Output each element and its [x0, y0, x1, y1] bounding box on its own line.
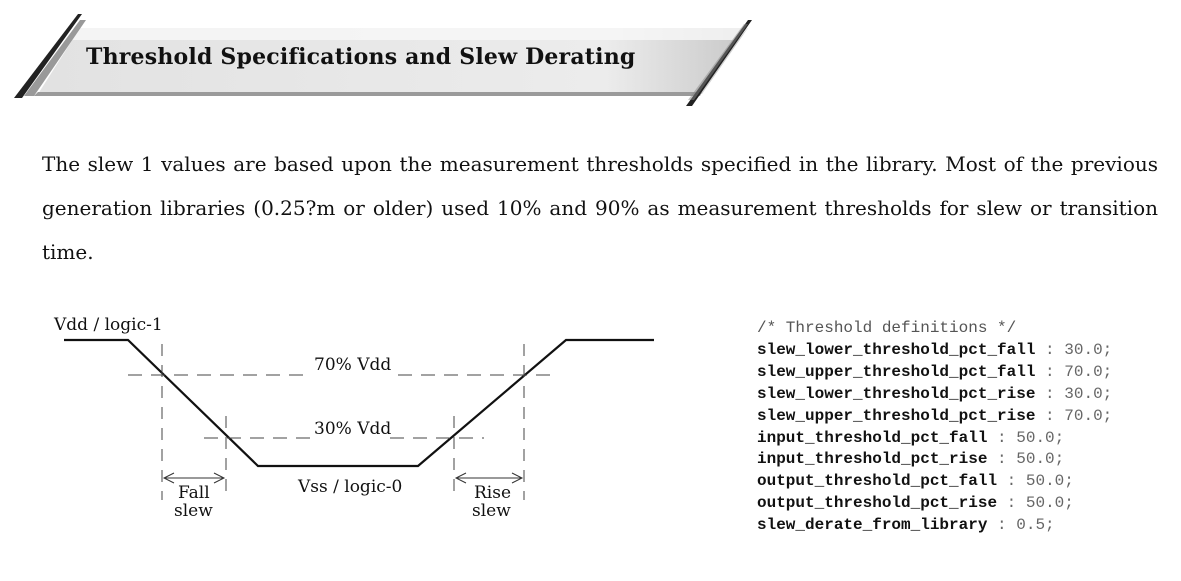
slew-waveform-diagram: Vdd / logic-1 70% Vdd 30% Vdd Vss / logi… — [53, 315, 654, 521]
code-key: output_threshold_pct_rise — [757, 494, 998, 513]
code-value: 30.0; — [1064, 384, 1113, 403]
threshold-code-block: /* Threshold definitions */ slew_lower_t… — [757, 318, 1112, 537]
code-line: output_threshold_pct_rise : 50.0; — [757, 494, 1074, 513]
code-comment: /* Threshold definitions */ — [757, 319, 1017, 337]
code-value: 0.5; — [1016, 516, 1055, 535]
code-line: slew_upper_threshold_pct_fall : 70.0; — [757, 362, 1113, 381]
body-paragraph: The slew 1 values are based upon the mea… — [42, 152, 1158, 264]
banner-shape — [14, 14, 752, 106]
code-value: 50.0; — [1025, 472, 1074, 491]
code-value: 70.0; — [1064, 406, 1113, 425]
code-value: 50.0; — [1016, 428, 1065, 447]
code-line: output_threshold_pct_fall : 50.0; — [757, 472, 1074, 491]
code-value: 50.0; — [1016, 450, 1065, 469]
section-title: Threshold Specifications and Slew Derati… — [86, 44, 636, 70]
upper-threshold-label: 70% Vdd — [314, 355, 391, 375]
code-key: input_threshold_pct_fall — [757, 428, 988, 447]
code-line: input_threshold_pct_fall : 50.0; — [757, 428, 1065, 447]
section-banner: Threshold Specifications and Slew Derati… — [0, 0, 760, 110]
fall-label: Fall — [178, 483, 210, 503]
code-value: 30.0; — [1064, 340, 1113, 359]
code-key: slew_lower_threshold_pct_fall — [757, 340, 1036, 359]
code-value: 50.0; — [1025, 494, 1074, 513]
code-line: slew_lower_threshold_pct_fall : 30.0; — [757, 340, 1113, 359]
code-line: slew_lower_threshold_pct_rise : 30.0; — [757, 384, 1113, 403]
code-key: slew_derate_from_library — [757, 516, 988, 535]
code-key: output_threshold_pct_fall — [757, 472, 998, 491]
waveform-line — [64, 338, 654, 468]
fall-slew-arrow — [162, 472, 226, 484]
rise-slew-label: slew — [472, 501, 511, 521]
code-line: slew_derate_from_library : 0.5; — [757, 516, 1055, 535]
rise-label: Rise — [474, 483, 511, 503]
vss-label: Vss / logic-0 — [297, 477, 402, 497]
code-line: input_threshold_pct_rise : 50.0; — [757, 450, 1065, 469]
fall-slew-label: slew — [174, 501, 213, 521]
vdd-label: Vdd / logic-1 — [53, 315, 163, 335]
code-line: slew_upper_threshold_pct_rise : 70.0; — [757, 406, 1113, 425]
lower-threshold-label: 30% Vdd — [314, 419, 391, 439]
code-key: slew_upper_threshold_pct_rise — [757, 406, 1036, 425]
code-key: slew_upper_threshold_pct_fall — [757, 362, 1036, 381]
rise-slew-arrow — [454, 472, 524, 484]
code-key: slew_lower_threshold_pct_rise — [757, 384, 1036, 403]
code-key: input_threshold_pct_rise — [757, 450, 988, 469]
code-value: 70.0; — [1064, 362, 1113, 381]
